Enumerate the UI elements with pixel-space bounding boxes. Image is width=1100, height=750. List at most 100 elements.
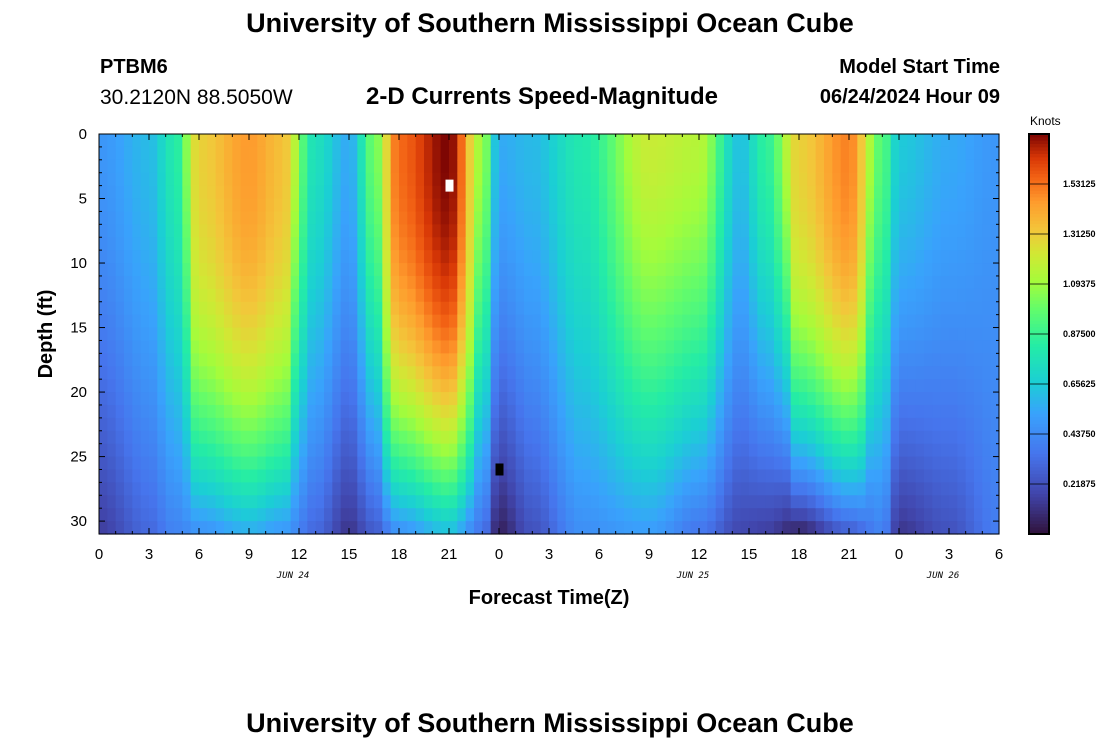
heatmap-cell xyxy=(807,275,817,290)
heatmap-cell xyxy=(632,392,642,406)
heatmap-cell xyxy=(665,417,675,432)
heatmap-cell xyxy=(415,469,425,483)
heatmap-cell xyxy=(957,327,967,342)
heatmap-cell xyxy=(782,443,792,458)
heatmap-cell xyxy=(707,288,717,303)
heatmap-cell xyxy=(257,159,267,174)
heatmap-cell xyxy=(249,275,258,290)
heatmap-cell xyxy=(249,430,258,445)
heatmap-cell xyxy=(615,198,625,213)
heatmap-cell xyxy=(424,275,433,290)
heatmap-cell xyxy=(957,159,967,174)
heatmap-cell xyxy=(515,469,525,483)
heatmap-cell xyxy=(640,250,650,264)
heatmap-cell xyxy=(665,301,675,316)
heatmap-cell xyxy=(199,379,208,393)
heatmap-cell xyxy=(582,134,592,148)
heatmap-cell xyxy=(449,443,458,458)
heatmap-cell xyxy=(482,185,492,200)
colorbar-segment xyxy=(1029,250,1049,255)
heatmap-cell xyxy=(457,327,467,342)
heatmap-cell xyxy=(299,327,308,342)
heatmap-cell xyxy=(215,366,225,380)
heatmap-cell xyxy=(524,314,533,329)
heatmap-cell xyxy=(140,146,150,161)
heatmap-cell xyxy=(940,392,950,406)
heatmap-cell xyxy=(365,237,375,251)
heatmap-cell xyxy=(349,314,358,329)
heatmap-cell xyxy=(407,417,417,432)
heatmap-cell xyxy=(457,353,467,367)
heatmap-cell xyxy=(915,185,925,200)
heatmap-cell xyxy=(449,482,458,496)
heatmap-cell xyxy=(490,314,500,329)
heatmap-cell xyxy=(882,482,892,496)
heatmap-cell xyxy=(257,172,267,187)
heatmap-cell xyxy=(249,146,258,161)
heatmap-cell xyxy=(199,340,208,354)
heatmap-cell xyxy=(382,159,392,174)
heatmap-cell xyxy=(790,159,800,174)
heatmap-cell xyxy=(732,392,742,406)
heatmap-cell xyxy=(465,185,475,200)
heatmap-cell xyxy=(865,508,875,522)
x-tick-label: 15 xyxy=(341,546,358,563)
colorbar-segment xyxy=(1029,497,1049,502)
heatmap-cell xyxy=(565,250,575,264)
heatmap-cell xyxy=(232,379,242,393)
heatmap-cell xyxy=(699,275,708,290)
heatmap-cell xyxy=(349,159,358,174)
heatmap-cell xyxy=(974,430,983,445)
heatmap-cell xyxy=(682,172,692,187)
heatmap-cell xyxy=(465,508,475,522)
heatmap-cell xyxy=(499,172,508,187)
heatmap-cell xyxy=(715,392,725,406)
heatmap-cell xyxy=(382,224,392,238)
heatmap-cell xyxy=(815,159,825,174)
colorbar-segment xyxy=(1029,414,1049,418)
heatmap-cell xyxy=(415,314,425,329)
heatmap-cell xyxy=(965,379,975,393)
heatmap-cell xyxy=(124,314,133,329)
heatmap-cell xyxy=(382,366,392,380)
heatmap-cell xyxy=(399,185,408,200)
x-tick-label: 3 xyxy=(945,546,953,563)
heatmap-cell xyxy=(832,508,842,522)
heatmap-cell xyxy=(432,482,442,496)
heatmap-cell xyxy=(249,417,258,432)
heatmap-cell xyxy=(390,301,400,316)
heatmap-cell xyxy=(165,237,175,251)
colorbar-segment xyxy=(1029,517,1049,522)
heatmap-cell xyxy=(524,495,533,509)
heatmap-cell xyxy=(432,508,442,522)
heatmap-cell xyxy=(615,327,625,342)
heatmap-cell xyxy=(865,275,875,290)
heatmap-cell xyxy=(549,327,558,342)
heatmap-cell xyxy=(299,521,308,535)
heatmap-cell xyxy=(924,443,933,458)
heatmap-cell xyxy=(907,366,917,380)
heatmap-cell xyxy=(882,353,892,367)
colorbar-segment xyxy=(1029,520,1049,525)
heatmap-cell xyxy=(124,327,133,342)
heatmap-cell xyxy=(615,353,625,367)
heatmap-cell xyxy=(774,353,783,367)
heatmap-cell xyxy=(774,198,783,213)
heatmap-cell xyxy=(107,172,117,187)
heatmap-cell xyxy=(824,314,833,329)
heatmap-cell xyxy=(965,288,975,303)
heatmap-cell xyxy=(657,366,667,380)
heatmap-cell xyxy=(249,521,258,535)
heatmap-cell xyxy=(215,185,225,200)
heatmap-cell xyxy=(707,495,717,509)
heatmap-cell xyxy=(640,172,650,187)
heatmap-cell xyxy=(949,275,958,290)
heatmap-cell xyxy=(832,353,842,367)
heatmap-cell xyxy=(199,288,208,303)
heatmap-cell xyxy=(732,288,742,303)
heatmap-cell xyxy=(115,366,125,380)
heatmap-cell xyxy=(282,521,292,535)
heatmap-cell xyxy=(482,275,492,290)
heatmap-cell xyxy=(757,379,767,393)
heatmap-cell xyxy=(374,301,383,316)
